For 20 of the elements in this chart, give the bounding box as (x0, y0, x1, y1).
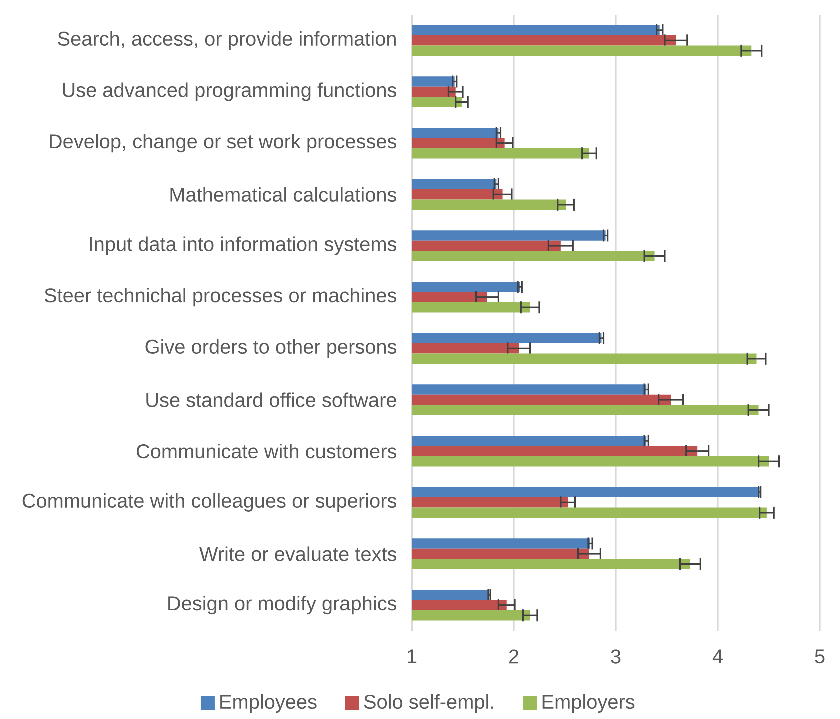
y-tick-label: Search, access, or provide information (58, 31, 396, 50)
legend-label: Employers (542, 694, 635, 714)
y-tick-label: Develop, change or set work processes (50, 134, 397, 153)
x-tick-label: 4 (712, 650, 723, 664)
y-tick-label: Communicate with colleagues or superiors (22, 493, 396, 512)
y-tick-label: Design or modify graphics (168, 596, 397, 615)
x-tick-label: 2 (509, 650, 519, 664)
legend-label: Employees (220, 694, 317, 714)
x-tick-label: 3 (611, 650, 621, 664)
legend-label: Solo self-empl. (364, 694, 494, 714)
y-tick-label: Write or evaluate texts (200, 546, 397, 562)
y-tick-label: Use standard office software (146, 392, 396, 408)
x-tick-label: 5 (815, 650, 825, 664)
y-tick-label: Input data into information systems (90, 236, 397, 256)
y-tick-label: Use advanced programming functions (63, 82, 397, 102)
y-tick-label: Give orders to other persons (146, 339, 397, 358)
y-tick-label: Communicate with customers (136, 444, 397, 459)
y-tick-label: Steer technichal processes or machines (44, 288, 397, 307)
x-tick-label: 1 (408, 650, 417, 664)
y-tick-label: Mathematical calculations (170, 187, 397, 202)
